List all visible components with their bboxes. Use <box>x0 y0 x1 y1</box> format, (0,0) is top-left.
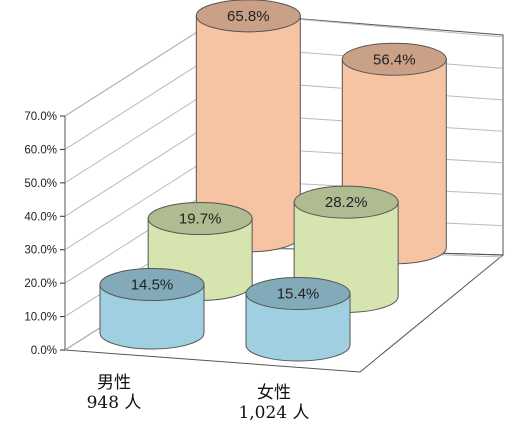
y-tick-label: 10.0% <box>24 312 57 324</box>
y-axis-ticks: 0.0% 10.0% 20.0% 30.0% 40.0% 50.0% 60.0% 70.0% <box>24 111 65 357</box>
bar-cylinder-body <box>245 293 351 362</box>
y-tick-label: 40.0% <box>24 211 57 223</box>
category-count-label: 1,024 人 <box>238 403 309 423</box>
y-tick-label: 60.0% <box>24 144 57 156</box>
category-label: 男性 <box>97 373 131 393</box>
category-count-label: 948 人 <box>87 393 142 413</box>
data-label: 28.2% <box>325 194 368 211</box>
bar-cylinder-top <box>245 277 351 311</box>
bar-cylinder-top <box>293 185 399 219</box>
bar-cylinder-top <box>195 0 301 33</box>
data-label: 14.5% <box>131 277 174 294</box>
y-tick-label: 30.0% <box>24 245 57 257</box>
data-labels: 65.8% 56.4% 19.7% 28.2% 14.5% 15.4% <box>131 8 416 303</box>
data-label: 19.7% <box>179 211 222 228</box>
bar-cylinder-top <box>147 202 253 236</box>
data-label: 56.4% <box>373 51 416 68</box>
y-tick-label: 0.0% <box>31 345 57 357</box>
bar-cylinder-top <box>341 42 447 76</box>
data-label: 65.8% <box>227 8 270 25</box>
bar-cylinder-top <box>99 268 205 302</box>
category-label: 女性 <box>257 383 291 403</box>
data-label: 15.4% <box>277 286 320 303</box>
y-tick-label: 70.0% <box>24 111 57 123</box>
y-tick-label: 50.0% <box>24 178 57 190</box>
bars <box>99 0 447 362</box>
y-tick-label: 20.0% <box>24 278 57 290</box>
bar-cylinder-body <box>99 284 205 350</box>
